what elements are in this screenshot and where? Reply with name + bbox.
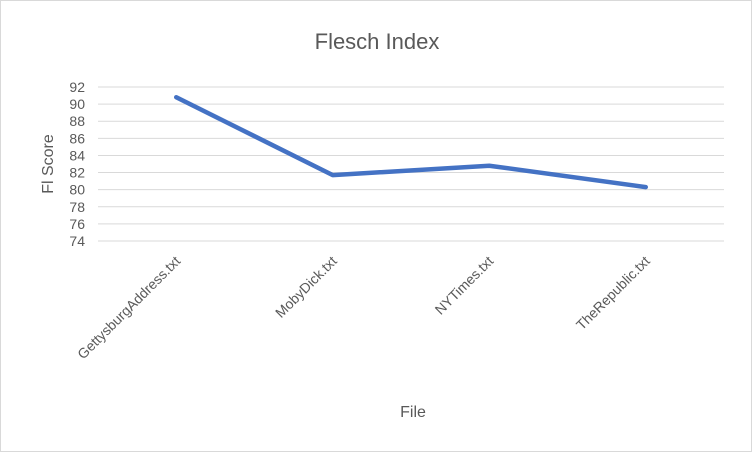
- y-axis-title: Fl Score: [40, 134, 57, 194]
- y-tick-label: 92: [69, 79, 85, 95]
- x-tick-label: NYTimes.txt: [432, 253, 497, 318]
- x-tick-label: TheRepublic.txt: [573, 253, 653, 333]
- y-tick-label: 90: [69, 96, 85, 112]
- y-tick-label: 74: [69, 233, 85, 249]
- y-tick-label: 76: [69, 216, 85, 232]
- y-tick-label: 80: [69, 182, 85, 198]
- series-lines: [174, 95, 648, 190]
- chart-title: Flesch Index: [315, 29, 440, 54]
- series-line-1: [174, 95, 648, 190]
- gridlines: [98, 86, 724, 242]
- x-axis-title: File: [400, 404, 426, 421]
- y-tick-label: 84: [69, 147, 85, 163]
- x-axis-tick-labels: GettysburgAddress.txt MobyDick.txt NYTimes…: [74, 253, 653, 362]
- y-tick-label: 86: [69, 130, 85, 146]
- y-tick-label: 88: [69, 113, 85, 129]
- y-tick-label: 82: [69, 165, 85, 181]
- x-tick-label: GettysburgAddress.txt: [74, 253, 183, 362]
- x-tick-label: MobyDick.txt: [272, 253, 340, 321]
- y-tick-label: 78: [69, 199, 85, 215]
